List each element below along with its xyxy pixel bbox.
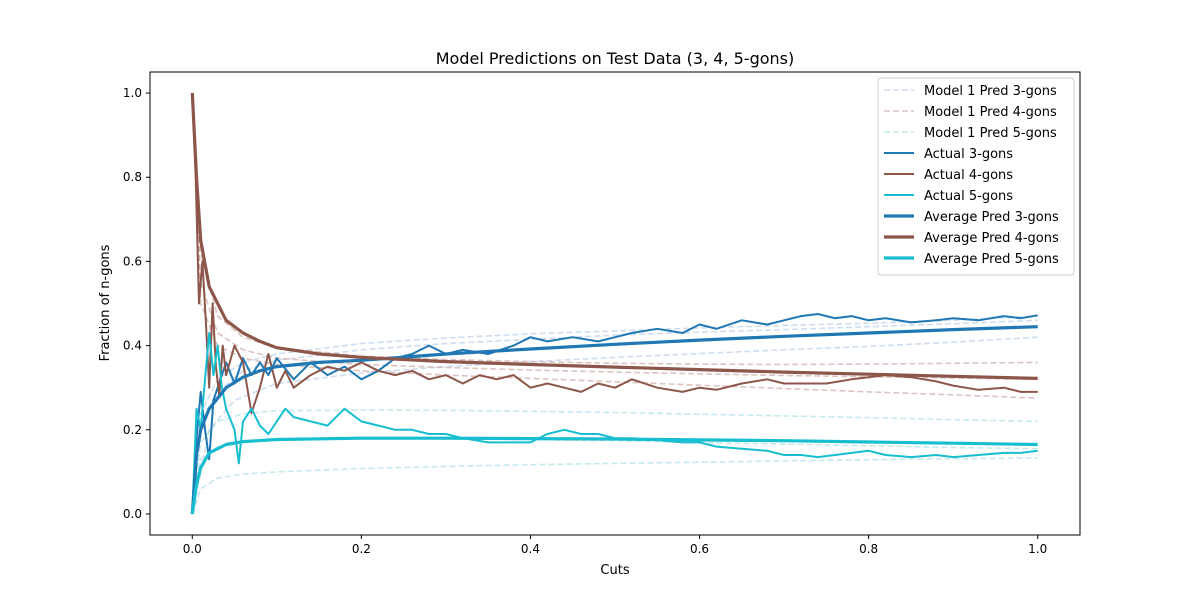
x-tick-label: 0.0 <box>183 542 202 556</box>
series-line-13 <box>190 92 1038 380</box>
series-line-2 <box>191 336 1038 515</box>
legend-entry: Actual 4-gons <box>924 168 1013 183</box>
y-tick-label: 0.6 <box>123 254 142 268</box>
legend-entry: Model 1 Pred 5-gons <box>924 126 1057 141</box>
legend-box <box>877 77 1075 276</box>
legend-entry: Average Pred 3-gons <box>924 210 1059 225</box>
legend-entry: Model 1 Pred 3-gons <box>924 84 1057 99</box>
legend: Model 1 Pred 3-gons Model 1 Pred 4-gons Mo… <box>877 77 1075 276</box>
series-line-11 <box>191 332 1038 515</box>
legend-entry: Average Pred 5-gons <box>924 252 1059 267</box>
y-tick-label: 1.0 <box>123 86 142 100</box>
x-tick-label: 0.4 <box>521 542 540 556</box>
plot-frame <box>149 71 1081 536</box>
series-line-10 <box>191 92 1038 414</box>
x-tick-label: 0.8 <box>859 542 878 556</box>
y-tick-label: 0.8 <box>123 170 142 184</box>
y-axis: 0.0 0.2 0.4 0.6 0.8 1.0 <box>123 86 150 521</box>
series-line-4 <box>191 92 1038 381</box>
series-line-6 <box>191 409 1038 515</box>
legend-entry: Model 1 Pred 4-gons <box>924 105 1057 120</box>
series-line-14 <box>190 436 1038 515</box>
x-tick-label: 0.2 <box>352 542 371 556</box>
series-line-8 <box>191 457 1038 515</box>
series-line-12 <box>190 325 1038 515</box>
series-line-3 <box>191 92 1038 366</box>
x-tick-label: 1.0 <box>1028 542 1047 556</box>
legend-entry: Actual 3-gons <box>924 147 1013 162</box>
legend-entry: Average Pred 4-gons <box>924 231 1059 246</box>
legend-entry: Actual 5-gons <box>924 189 1013 204</box>
series-layer <box>190 92 1038 515</box>
y-tick-label: 0.4 <box>123 339 142 353</box>
series-line-9 <box>191 313 1038 515</box>
y-tick-label: 0.2 <box>123 423 142 437</box>
x-tick-label: 0.6 <box>690 542 709 556</box>
chart-title: Model Predictions on Test Data (3, 4, 5-… <box>436 49 795 68</box>
y-tick-label: 0.0 <box>123 507 142 521</box>
y-axis-label: Fraction of n-gons <box>98 244 113 361</box>
x-axis-label: Cuts <box>600 563 629 578</box>
x-axis: 0.0 0.2 0.4 0.6 0.8 1.0 <box>183 535 1047 556</box>
